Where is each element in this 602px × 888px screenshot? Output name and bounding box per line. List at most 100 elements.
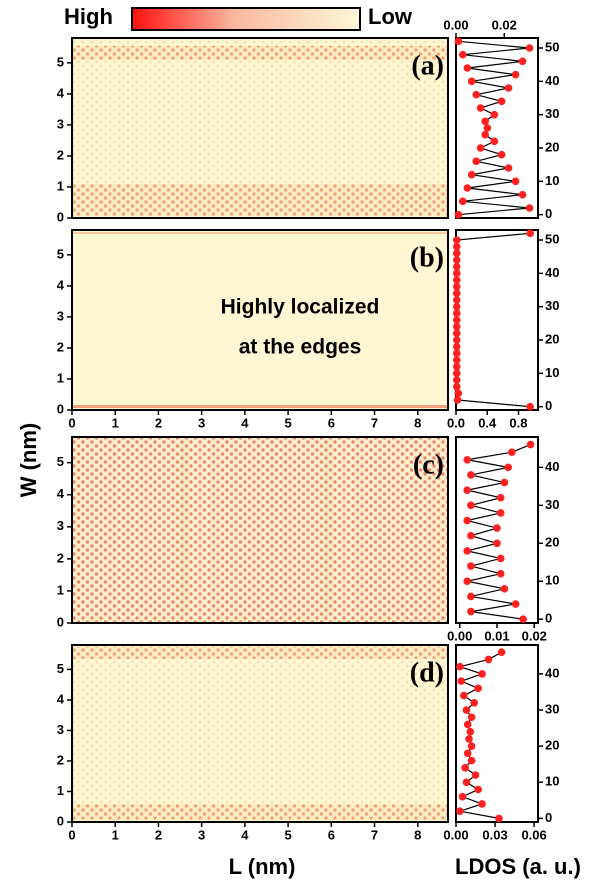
y-tick-label: 10	[545, 573, 559, 588]
y-tick-label: 40	[545, 665, 559, 680]
ldos-point	[474, 785, 482, 794]
ldos-point	[481, 130, 489, 139]
ldos-point	[467, 713, 476, 722]
ldos-point	[463, 516, 471, 525]
y-tick-label: 0	[545, 206, 552, 221]
y-tick-label: 2	[57, 550, 64, 565]
ldos-point	[452, 262, 461, 271]
ldos-point	[457, 677, 466, 685]
ldos-point	[452, 289, 461, 298]
x-tick-label: 8	[414, 827, 421, 842]
ldos-point	[463, 749, 472, 758]
y-tick-label: 0	[57, 813, 64, 828]
y-tick-label: 10	[545, 774, 559, 789]
y-tick-label: 20	[545, 139, 559, 154]
ldos-point	[500, 585, 509, 593]
y-tick-label: 5	[57, 661, 64, 676]
x-axis-label: L (nm)	[229, 854, 296, 879]
ldos-point	[460, 691, 468, 700]
colorbar	[131, 7, 361, 31]
colorbar-high: High	[64, 4, 113, 29]
y-tick-label: 20	[545, 535, 559, 550]
y-tick-label: 50	[545, 231, 559, 246]
axes-frame	[71, 436, 449, 624]
colorbar-low: Low	[368, 4, 413, 29]
x-tick-label: 0.00	[443, 17, 468, 32]
axes-frame	[71, 644, 449, 823]
y-axis-label: W (nm)	[16, 423, 41, 498]
ldos-point	[463, 455, 471, 464]
ldos-point	[500, 478, 509, 487]
y-tick-label: 2	[57, 339, 64, 354]
ldos-point	[452, 349, 461, 358]
x-tick-label: 2	[155, 827, 162, 842]
x-tick-label: 3	[198, 827, 205, 842]
y-tick-label: 1	[57, 178, 64, 193]
ldos-point	[467, 77, 476, 86]
y-tick-label: 4	[57, 486, 65, 501]
ldos-point	[526, 229, 534, 238]
ldos-point	[463, 547, 471, 555]
ldos-point	[467, 607, 475, 616]
y-tick-label: 30	[545, 298, 559, 313]
heatmap-edge	[72, 804, 448, 820]
y-tick-label: 1	[57, 783, 64, 798]
y-tick-label: 50	[545, 39, 559, 54]
ldos-point	[518, 57, 527, 66]
ldos-point	[456, 662, 464, 671]
panel-label: (c)	[413, 449, 444, 480]
ldos-point	[490, 110, 499, 119]
ldos-point	[504, 164, 513, 172]
ldos-point	[452, 269, 461, 278]
ldos-point	[452, 322, 461, 331]
ldos-point	[452, 296, 461, 304]
y-tick-label: 20	[545, 738, 559, 753]
x-tick-label: 0.0	[447, 415, 465, 430]
ldos-point	[466, 727, 475, 736]
x-tick-label: 2	[155, 415, 162, 430]
y-tick-label: 4	[57, 85, 65, 100]
panel-label: (a)	[411, 50, 444, 81]
ldos-point	[495, 814, 503, 823]
ldos-point	[481, 117, 489, 126]
ldos-point	[452, 316, 461, 324]
ldos-point	[452, 242, 461, 251]
ldos-point	[467, 501, 475, 510]
ldos-point	[470, 698, 479, 707]
ldos-point	[462, 778, 471, 787]
ldos-point	[474, 684, 482, 693]
x-tick-label: 0.02	[522, 628, 547, 643]
y-tick-label: 1	[57, 582, 64, 597]
ldos-point	[452, 369, 461, 378]
ldos-point	[452, 376, 461, 384]
ldos-point	[452, 236, 461, 244]
axes-frame	[455, 229, 539, 411]
ldos-point	[463, 577, 471, 586]
ldos-point	[504, 84, 513, 92]
ldos-point	[454, 37, 463, 46]
ldos-point	[471, 771, 480, 779]
y-tick-label: 40	[545, 265, 559, 280]
axes-frame	[71, 229, 449, 411]
ldos-point	[478, 670, 486, 678]
ldos-point	[467, 471, 475, 479]
annotation: Highly localized	[221, 296, 380, 319]
ldos-point	[493, 524, 501, 532]
ldos-point	[452, 336, 461, 344]
y-tick-label: 5	[57, 454, 64, 469]
ldos-point	[519, 615, 527, 624]
y-tick-label: 40	[545, 459, 559, 474]
ldos-point	[452, 329, 461, 338]
y-tick-label: 0	[57, 209, 64, 224]
x-tick-label: 0	[68, 415, 75, 430]
ldos-point	[472, 90, 481, 99]
ldos-point	[496, 569, 505, 578]
ldos-point	[511, 177, 520, 186]
y-tick-label: 5	[57, 246, 64, 261]
x-tick-label: 6	[328, 827, 335, 842]
y-tick-label: 3	[57, 722, 64, 737]
x-tick-label: 7	[371, 827, 378, 842]
heatmap-edge	[72, 405, 448, 408]
ldos-point	[511, 70, 520, 79]
panel-label: (b)	[410, 242, 444, 273]
